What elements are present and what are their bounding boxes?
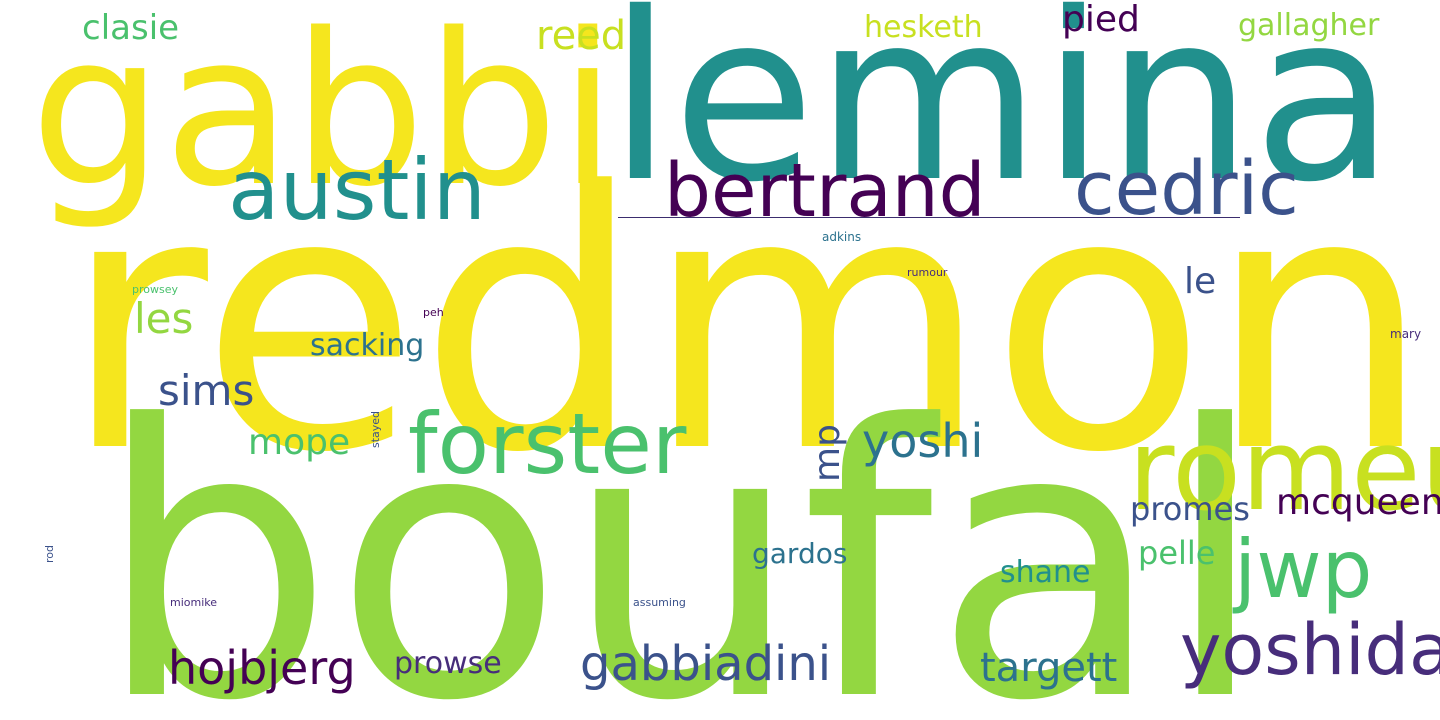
- word-promes: promes: [1130, 490, 1250, 528]
- word-mp: mp: [807, 424, 848, 482]
- word-austin: austin: [228, 141, 486, 239]
- word-forster: forster: [408, 395, 687, 493]
- word-adkins: adkins: [822, 230, 862, 244]
- word-clasie: clasie: [82, 8, 180, 48]
- word-yoshida: yoshida: [1180, 609, 1440, 691]
- word-mary: mary: [1390, 327, 1422, 341]
- divider-line: [618, 217, 1240, 218]
- word-assuming: assuming: [633, 596, 686, 609]
- word-mcqueen: mcqueen: [1276, 482, 1440, 523]
- word-bertrand: bertrand: [664, 148, 986, 234]
- word-rod: rod: [43, 545, 56, 563]
- word-sacking: sacking: [310, 328, 425, 363]
- word-yoshi: yoshi: [862, 414, 984, 468]
- word-peh: peh: [423, 306, 444, 319]
- word-redmond: redmond: [62, 116, 1440, 530]
- word-targett: targett: [980, 645, 1118, 691]
- word-miomike: miomike: [170, 596, 218, 609]
- word-boufal: boufal: [96, 347, 1268, 720]
- word-jwp: jwp: [1234, 523, 1373, 616]
- word-pelle: pelle: [1138, 534, 1216, 572]
- word-hojbjerg: hojbjerg: [168, 641, 356, 695]
- word-stayed: stayed: [369, 410, 382, 448]
- word-gallagher: gallagher: [1238, 8, 1380, 43]
- word-le: le: [1184, 261, 1217, 302]
- word-prowse: prowse: [394, 646, 502, 681]
- word-gardos: gardos: [752, 537, 848, 570]
- word-gabbiadini: gabbiadini: [580, 636, 832, 692]
- word-romeu: romeu: [1128, 404, 1440, 536]
- word-mope: mope: [248, 422, 351, 463]
- word-reed: reed: [536, 13, 627, 59]
- word-les: les: [134, 294, 194, 343]
- word-pied: pied: [1062, 0, 1140, 40]
- word-prowsey: prowsey: [132, 283, 178, 296]
- word-rumour: rumour: [907, 266, 948, 279]
- word-cedric: cedric: [1074, 146, 1299, 232]
- word-lemina: lemina: [608, 0, 1395, 233]
- word-shane: shane: [1000, 555, 1091, 590]
- word-hesketh: hesketh: [864, 10, 983, 45]
- word-gabbi: gabbi: [30, 0, 617, 233]
- word-sims: sims: [158, 366, 255, 415]
